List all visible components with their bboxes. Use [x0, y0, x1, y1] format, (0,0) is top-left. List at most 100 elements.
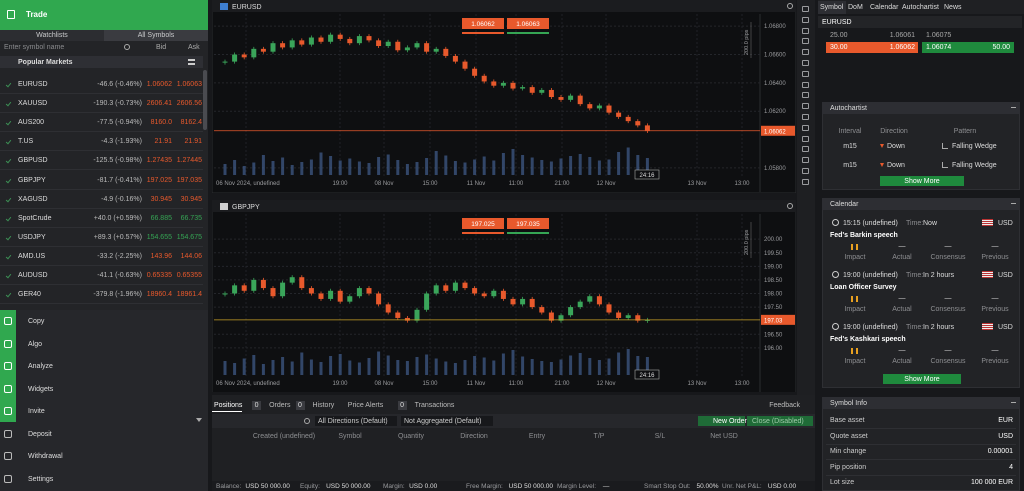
symbol[interactable]: AUDUSD	[18, 272, 48, 279]
tab[interactable]: History	[312, 402, 335, 409]
tab[interactable]: Calendar	[870, 4, 899, 11]
change: +40.0 (+0.59%)	[93, 214, 142, 222]
candle	[539, 307, 545, 313]
event-title[interactable]: Loan Officer Survey	[830, 284, 897, 291]
tab[interactable]: Transactions	[414, 402, 455, 409]
group-title: Popular Markets	[18, 59, 73, 66]
tool-icon[interactable]	[802, 168, 809, 174]
volume-bar	[252, 162, 256, 175]
volume-bar	[290, 361, 294, 375]
tool-icon[interactable]	[802, 124, 809, 131]
tool-icon[interactable]	[802, 27, 809, 34]
menu-item[interactable]: Settings	[28, 475, 54, 483]
menu-item[interactable]: Analyze	[28, 363, 53, 370]
menu-item[interactable]: Invite	[28, 408, 45, 415]
search-input[interactable]: Enter symbol name	[4, 44, 65, 51]
tab[interactable]: All Symbols	[137, 32, 175, 39]
menu-item[interactable]: Algo	[28, 340, 43, 348]
symbol[interactable]: XAGUSD	[18, 195, 48, 203]
event-title[interactable]: Fed's Barkin speech	[830, 232, 898, 239]
symbol[interactable]: GBPUSD	[18, 157, 48, 165]
volume-bar	[223, 361, 227, 375]
active-tab	[818, 1, 846, 14]
candle	[328, 290, 334, 299]
tool-icon[interactable]	[802, 146, 809, 153]
tool-icon[interactable]	[802, 60, 809, 66]
candle	[241, 285, 247, 291]
tool-icon[interactable]	[802, 16, 809, 23]
symbol[interactable]: USDJPY	[18, 233, 46, 241]
buy-button[interactable]	[507, 18, 549, 29]
tab[interactable]: Symbol	[820, 4, 844, 11]
search-icon	[124, 44, 130, 50]
volume-bar	[559, 359, 563, 375]
symbol[interactable]: AUS200	[18, 119, 45, 127]
tool-icon[interactable]	[802, 81, 809, 88]
interval[interactable]: m15	[843, 162, 857, 169]
buy-button[interactable]	[507, 218, 549, 229]
y-tick-label: 196.50	[764, 332, 783, 338]
volume-bar	[223, 164, 227, 175]
candle	[376, 293, 382, 305]
symbol[interactable]: GER40	[18, 291, 41, 299]
menu-item[interactable]: Copy	[28, 318, 45, 325]
show-more-button[interactable]	[880, 176, 964, 186]
event-title[interactable]: Fed's Kashkari speech	[830, 336, 906, 343]
footer-label: Smart Stop Out:	[644, 483, 691, 490]
row-separator	[826, 443, 1016, 445]
volume-bar	[425, 158, 429, 175]
candle	[299, 277, 305, 289]
x-tick-label: 12 Nov	[596, 181, 615, 187]
close-button[interactable]	[747, 416, 813, 426]
new-order-button[interactable]	[698, 416, 745, 426]
tool-icon[interactable]	[802, 70, 809, 77]
field-label: Previous	[981, 358, 1009, 365]
tool-icon[interactable]	[802, 114, 809, 120]
dropdown[interactable]	[401, 416, 493, 426]
tab[interactable]: Orders	[269, 402, 291, 409]
tab[interactable]: News	[944, 4, 962, 11]
feedback-link[interactable]: Feedback	[769, 402, 800, 409]
column-header: Entry	[528, 433, 546, 440]
sell-button[interactable]	[462, 218, 504, 229]
tool-icon[interactable]	[802, 49, 809, 56]
collapse-arrow[interactable]	[196, 418, 202, 422]
symbol[interactable]: EURUSD	[18, 81, 48, 88]
menu-item[interactable]: Widgets	[28, 385, 54, 393]
tab[interactable]: Autochartist	[902, 4, 939, 11]
tab[interactable]: Price Alerts	[347, 402, 384, 409]
menu-item[interactable]: Withdrawal	[28, 453, 63, 460]
tab[interactable]: Watchlists	[36, 32, 68, 39]
interval[interactable]: m15	[843, 143, 857, 150]
volume-bar	[607, 159, 611, 175]
show-more-button[interactable]	[883, 374, 961, 384]
row-separator	[0, 226, 203, 228]
candle	[433, 48, 439, 52]
symbol[interactable]: SpotCrude	[18, 214, 52, 222]
tool-icon[interactable]	[802, 92, 809, 99]
tab[interactable]: Positions	[214, 402, 243, 409]
dropdown[interactable]	[315, 416, 397, 426]
tool-icon[interactable]	[802, 38, 809, 45]
bid-price: 2606.41	[146, 100, 172, 108]
candle	[260, 48, 266, 52]
candle	[337, 34, 343, 39]
symbol[interactable]: XAUUSD	[18, 100, 48, 108]
tool-icon[interactable]	[802, 135, 809, 142]
row-separator	[826, 428, 1016, 429]
tool-icon[interactable]	[802, 178, 809, 185]
tab[interactable]: DoM	[848, 4, 863, 11]
candle	[385, 41, 391, 47]
symbol[interactable]: GBPJPY	[18, 176, 46, 184]
y-tick-label: 198.00	[764, 292, 783, 298]
tool-icon[interactable]	[802, 157, 809, 164]
tool-icon[interactable]	[802, 103, 809, 110]
symbol[interactable]: AMD.US	[18, 252, 46, 260]
tool-icon[interactable]	[802, 6, 809, 12]
bid-price: 1.06061	[889, 32, 915, 39]
menu-item[interactable]: Deposit	[28, 430, 52, 438]
change: -81.7 (-0.41%)	[97, 176, 142, 184]
sell-button[interactable]	[462, 18, 504, 29]
symbol[interactable]: T.US	[18, 138, 34, 146]
ask-price: 197.035	[176, 176, 202, 184]
